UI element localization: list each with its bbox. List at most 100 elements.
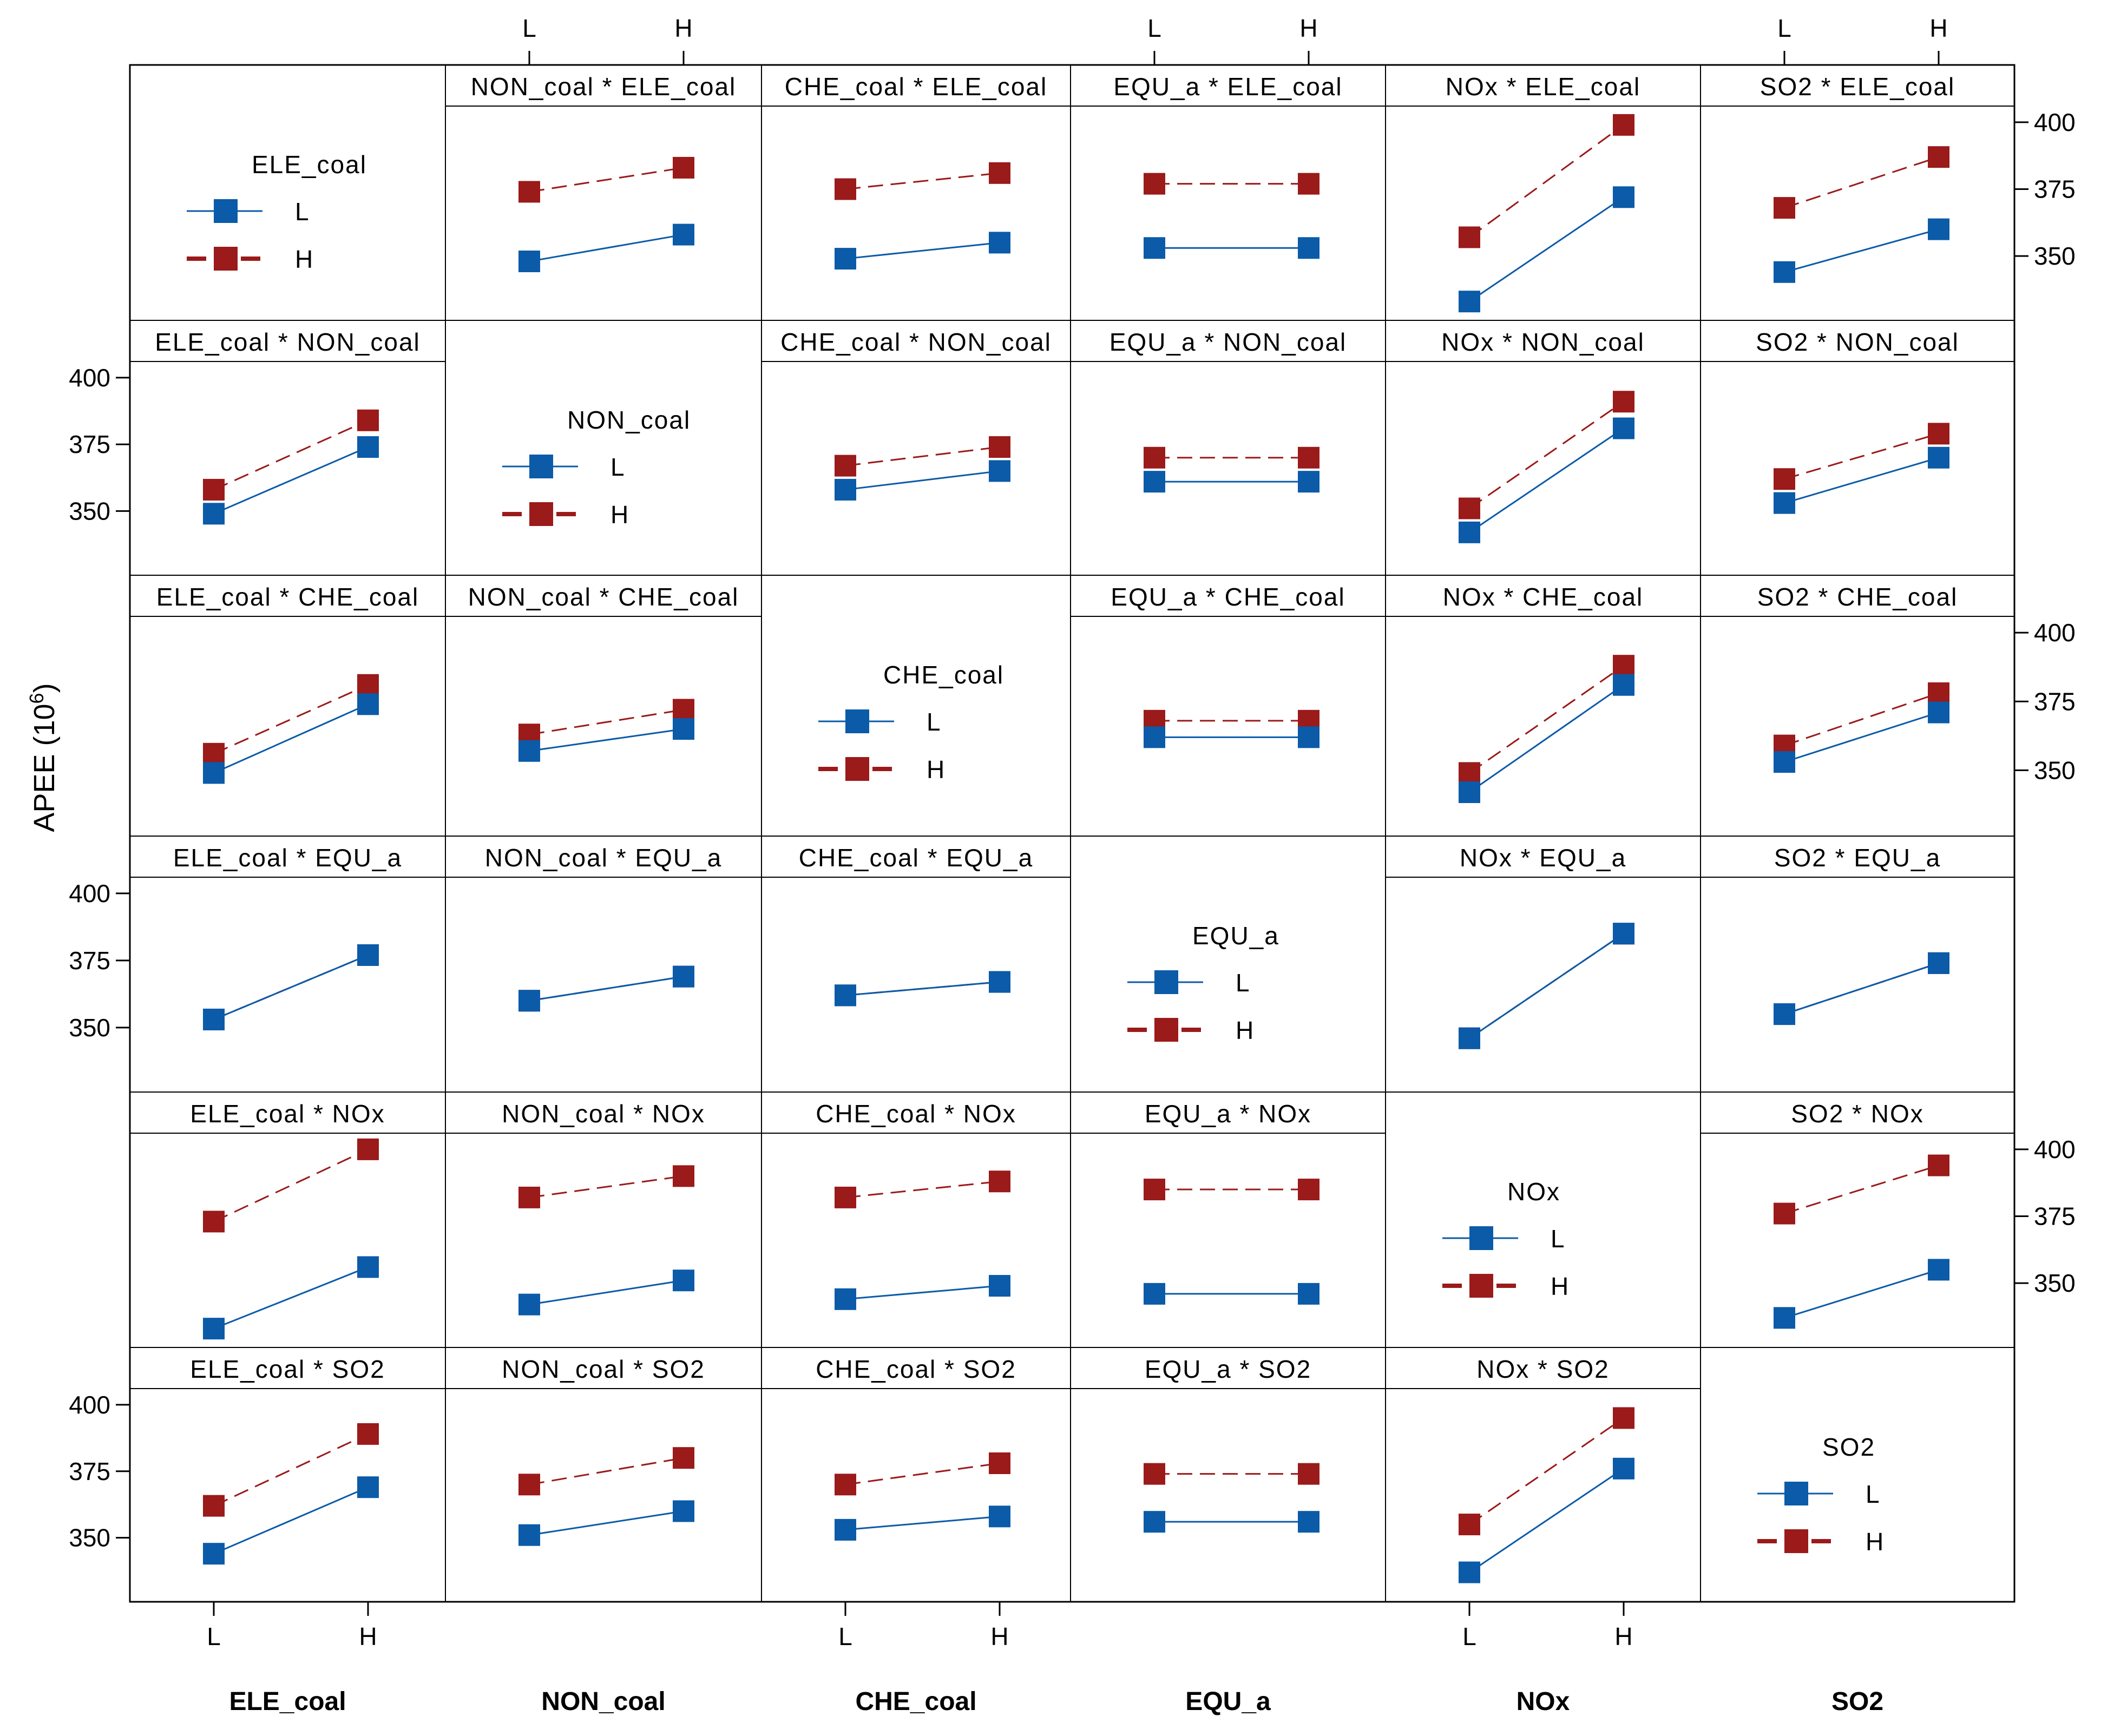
series-line-H — [213, 684, 369, 755]
y-tick-label: 400 — [69, 879, 110, 908]
data-point-L-H — [989, 460, 1010, 482]
legend-marker-H — [1469, 1274, 1493, 1298]
y-axis-label-superscript: 6 — [25, 693, 48, 703]
series-line-L — [1469, 196, 1624, 303]
data-point-L-L — [1459, 1561, 1480, 1583]
legend-label-L: L — [1236, 969, 1250, 997]
legend-label-H: H — [1551, 1272, 1568, 1300]
series-line-H — [1469, 124, 1624, 238]
data-point-H-L — [1144, 446, 1165, 469]
data-point-H-L — [203, 1495, 225, 1517]
data-point-H-H — [673, 1447, 694, 1469]
legend-title: CHE_coal — [883, 661, 1004, 689]
y-tick-label: 400 — [2034, 1135, 2076, 1163]
panel-title: NON_coal * CHE_coal — [468, 583, 739, 611]
data-point-L-H — [357, 1476, 379, 1498]
legend-label-H: H — [295, 245, 313, 273]
data-point-H-L — [1774, 1202, 1795, 1225]
series-line-H — [213, 1433, 369, 1507]
legend-title: ELE_coal — [252, 150, 367, 179]
y-tick-label: 350 — [2034, 1269, 2076, 1297]
x-tick-label: H — [1614, 1622, 1632, 1650]
data-point-L-L — [203, 1543, 225, 1565]
series-marks — [203, 114, 1949, 1583]
y-tick-label: 400 — [69, 364, 110, 392]
data-point-H-L — [518, 1186, 540, 1208]
legend-marker-L — [1469, 1226, 1493, 1250]
x-tick-label: H — [1929, 14, 1947, 42]
legend-label-L: L — [610, 453, 625, 481]
data-point-H-H — [989, 162, 1010, 184]
data-point-H-L — [835, 1186, 856, 1208]
data-point-L-L — [835, 478, 856, 501]
data-point-L-H — [357, 693, 379, 715]
data-point-H-L — [1459, 497, 1480, 520]
data-point-H-H — [673, 1165, 694, 1187]
series-line-H — [1784, 692, 1939, 747]
data-point-H-H — [357, 1423, 379, 1445]
data-point-L-H — [1298, 471, 1319, 493]
y-tick-label: 400 — [2034, 619, 2076, 647]
series-line-L — [529, 1510, 684, 1536]
series-line-H — [1469, 1417, 1624, 1525]
data-point-H-H — [1928, 682, 1949, 704]
data-point-H-L — [1459, 226, 1480, 248]
data-point-L-H — [357, 1256, 379, 1278]
legend-marker-L — [529, 455, 553, 478]
x-tick-label: H — [990, 1622, 1008, 1650]
series-line-H — [529, 167, 684, 193]
data-point-H-H — [989, 1452, 1010, 1474]
data-point-L-L — [1144, 471, 1165, 493]
series-line-H — [1784, 1165, 1939, 1214]
panel-title: NOx * ELE_coal — [1446, 73, 1640, 101]
y-tick-label: 350 — [2034, 242, 2076, 270]
data-point-L-L — [1459, 1027, 1480, 1049]
data-point-L-L — [835, 248, 856, 270]
data-point-L-L — [518, 1293, 540, 1316]
panel-title: ELE_coal * SO2 — [190, 1355, 385, 1383]
panel-title: CHE_coal * NON_coal — [780, 328, 1052, 356]
legend-label-L: L — [1551, 1225, 1565, 1253]
legend-title: EQU_a — [1192, 922, 1279, 950]
series-line-H — [213, 419, 369, 491]
series-line-H — [213, 1148, 369, 1222]
series-line-L — [1469, 933, 1624, 1039]
data-point-L-H — [1298, 1511, 1319, 1533]
data-point-L-L — [1774, 1307, 1795, 1329]
data-point-H-H — [1298, 173, 1319, 195]
panel-title: EQU_a * SO2 — [1145, 1355, 1311, 1383]
legend-title: NON_coal — [567, 406, 691, 434]
data-point-L-H — [1298, 237, 1319, 259]
data-point-L-L — [1459, 291, 1480, 313]
y-tick-label: 400 — [2034, 108, 2076, 136]
data-point-L-H — [673, 1500, 694, 1522]
series-line-H — [529, 709, 684, 735]
data-point-L-L — [1774, 492, 1795, 514]
data-point-L-H — [357, 436, 379, 458]
series-line-L — [1784, 712, 1939, 763]
panel-title: CHE_coal * EQU_a — [799, 844, 1033, 872]
data-point-H-H — [989, 1171, 1010, 1193]
data-point-L-H — [989, 1505, 1010, 1528]
data-point-H-H — [673, 156, 694, 179]
data-point-H-L — [1144, 1179, 1165, 1201]
data-point-H-L — [1774, 197, 1795, 219]
legend-label-L: L — [295, 198, 309, 226]
y-axis-label-text: APEE (10 — [28, 703, 61, 832]
panel-title: CHE_coal * ELE_coal — [785, 73, 1047, 101]
series-line-H — [529, 1175, 684, 1199]
series-line-L — [213, 703, 369, 774]
series-line-H — [1784, 432, 1939, 480]
data-point-L-H — [1928, 701, 1949, 724]
panel-title: NON_coal * ELE_coal — [471, 73, 737, 101]
data-point-L-L — [835, 1288, 856, 1310]
data-point-L-L — [203, 762, 225, 784]
series-line-H — [845, 1462, 1000, 1485]
legend-marker-H — [529, 502, 553, 526]
panel-title: NON_coal * EQU_a — [485, 844, 723, 872]
panel-title: NOx * SO2 — [1476, 1355, 1610, 1383]
data-point-H-L — [1144, 173, 1165, 195]
panel-title: ELE_coal * NON_coal — [155, 328, 421, 356]
